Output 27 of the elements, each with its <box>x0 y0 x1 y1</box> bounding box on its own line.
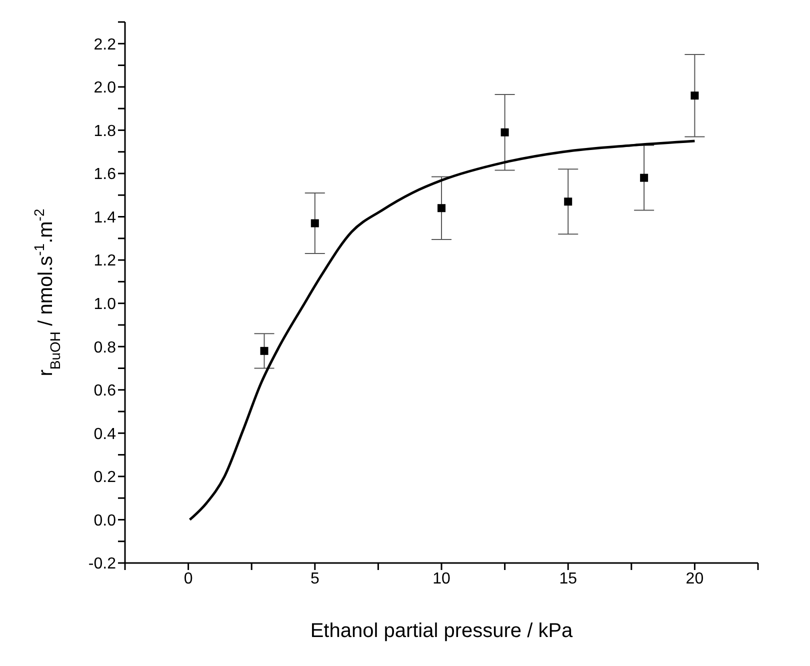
y-tick-label: 1.6 <box>94 166 116 184</box>
point <box>640 174 648 182</box>
point <box>438 204 446 212</box>
y-tick-label: 1.2 <box>94 252 116 270</box>
y-tick-label: 2.0 <box>94 80 116 97</box>
x-tick-label: 10 <box>432 570 450 588</box>
y-tick-label: 0.6 <box>94 382 116 400</box>
x-tick-label: 0 <box>184 570 193 588</box>
point <box>690 92 699 100</box>
line-series <box>188 140 696 521</box>
y-tick-label: 0.0 <box>94 512 116 530</box>
x-tick-label: 15 <box>559 570 578 588</box>
y-tick-label: 2.2 <box>94 36 116 54</box>
y-tick-label: 0.2 <box>94 469 116 486</box>
point <box>564 198 572 206</box>
y-tick-label: 1.8 <box>94 122 116 140</box>
x-tick-label: 20 <box>686 570 704 588</box>
point <box>310 219 319 228</box>
point <box>500 128 509 136</box>
y-tick-label: 1.4 <box>94 209 116 226</box>
y-tick-label: 1.0 <box>94 296 116 313</box>
y-tick-label: -0.2 <box>88 556 116 573</box>
x-tick-label: 5 <box>310 570 320 588</box>
y-tick-label: 0.4 <box>94 426 116 443</box>
point <box>260 346 268 355</box>
y-tick-label: 0.8 <box>94 339 116 356</box>
x-axis-title: Ethanol partial pressure / kPa <box>310 620 574 642</box>
